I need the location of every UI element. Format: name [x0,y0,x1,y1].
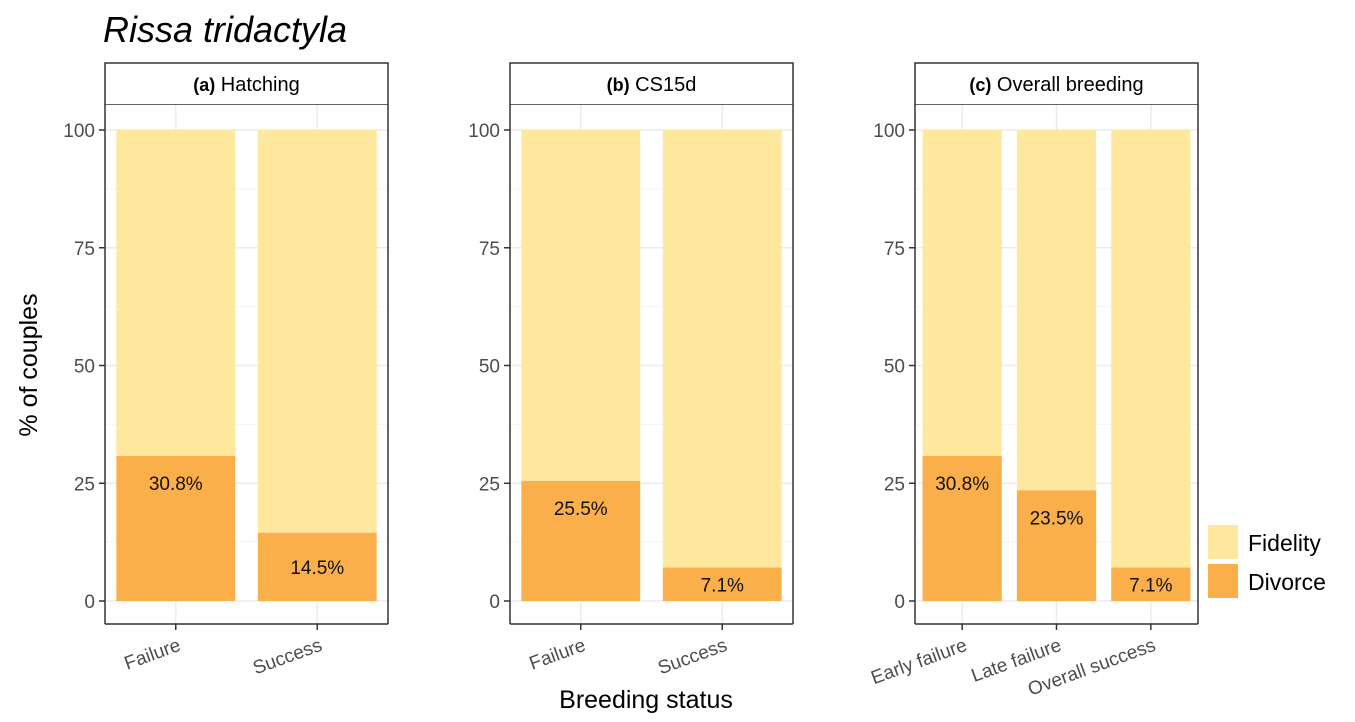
y-axis-title: % of couples [15,293,43,436]
x-tick-label: Failure [527,635,589,675]
panel-tag: (b) [607,75,630,95]
panels: (a) Hatching 30.8% 14.5% 0 25 50 75 100 Failure S… [63,62,1199,701]
y-tick-label: 100 [468,121,500,142]
y-tick-label: 100 [873,121,905,142]
panel-c: (c) Overall breeding 30.8% 23.5% 7.1% 0 25 50 7… [868,62,1199,701]
panel-name: CS15d [630,74,697,96]
panel-b: (b) CS15d 25.5% 7.1% 0 25 50 75 100 Failure Succe… [468,62,794,679]
y-tick-label: 0 [84,592,95,613]
bar-divorce [521,480,641,601]
data-label: 23.5% [1030,508,1084,529]
data-label: 14.5% [290,558,344,579]
bar-fidelity [662,130,782,568]
bar-divorce [257,532,377,601]
bar-fidelity [1111,130,1191,568]
panel-strip [104,62,389,106]
panel-title: (c) Overall breeding [969,74,1143,96]
y-tick-label: 0 [489,592,500,613]
panel-title: (a) Hatching [193,74,300,96]
y-tick-label: 25 [74,474,95,495]
data-label: 7.1% [701,575,744,596]
panel-strip [914,62,1199,106]
y-tick-label: 100 [63,121,95,142]
panel-a: (a) Hatching 30.8% 14.5% 0 25 50 75 100 Failure S… [63,62,389,679]
bar-fidelity [257,130,377,533]
legend: Fidelity Divorce [1208,525,1326,598]
bar-fidelity [521,130,641,481]
x-tick-label: Failure [122,635,184,675]
y-tick-label: 0 [894,592,905,613]
panel-name: Overall breeding [991,74,1143,96]
bar-fidelity [922,130,1002,456]
data-label: 30.8% [935,474,989,495]
bar-divorce [116,455,236,601]
bar-divorce [922,455,1002,601]
legend-swatch-divorce [1208,564,1238,598]
x-tick-label: Success [250,635,325,679]
panel-tag: (c) [969,75,991,95]
panel-name: Hatching [215,74,300,96]
data-label: 30.8% [149,474,203,495]
y-tick-label: 50 [479,357,500,378]
y-tick-label: 75 [884,239,905,260]
bar-divorce [1111,567,1191,601]
x-axis-title: Breeding status [559,686,733,714]
y-tick-label: 75 [74,239,95,260]
panel-title: (b) CS15d [607,74,697,96]
legend-label-fidelity: Fidelity [1248,530,1321,556]
y-tick-label: 25 [479,474,500,495]
data-label: 25.5% [554,499,608,520]
legend-swatch-fidelity [1208,525,1238,559]
bar-fidelity [116,130,236,456]
y-tick-label: 75 [479,239,500,260]
y-tick-label: 50 [74,357,95,378]
bar-divorce [662,567,782,601]
data-label: 7.1% [1129,575,1172,596]
panel-strip [509,62,794,106]
y-tick-label: 25 [884,474,905,495]
bar-fidelity [1016,130,1097,491]
bar-divorce [1016,490,1097,601]
y-tick-label: 50 [884,357,905,378]
x-tick-label: Early failure [868,635,969,689]
x-tick-label: Success [655,635,730,679]
chart-title: Rissa tridactyla [103,9,347,50]
legend-label-divorce: Divorce [1248,569,1326,595]
panel-tag: (a) [193,75,215,95]
